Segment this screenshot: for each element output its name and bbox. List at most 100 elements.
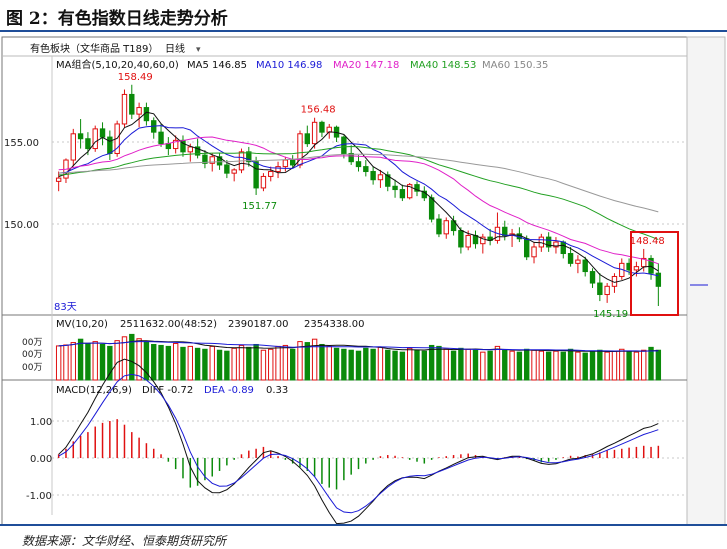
volume-bar [443,348,449,381]
candle-body [158,131,164,145]
price-annotation: 148.48 [630,236,665,247]
ma5-line [58,111,659,283]
volume-bar [70,342,76,381]
volume-series-layer [55,333,662,381]
price-annotation: 145.19 [593,309,628,320]
volume-bar [655,349,662,381]
day-count-label: 83天 [54,302,77,313]
volume-bar [392,350,398,381]
volume-bar [509,350,515,381]
volume-bar [421,350,428,381]
volume-bar [545,351,552,381]
candle-body [604,285,610,296]
volume-bar [253,343,259,381]
volume-bar [597,349,603,381]
candle-body [297,133,303,166]
volume-tick-label: 00万 [22,363,42,373]
volume-legend-ma20: 2354338.00 [304,319,364,330]
volume-bar [641,349,647,381]
candle-body [136,107,142,115]
volume-bar [194,347,201,381]
ma-group-label[interactable]: MA组合(5,10,20,40,60,0) [56,58,179,71]
volume-bar [363,347,369,381]
candle-body [560,241,566,255]
volume-legend-value: 2511632.00(48:52) [120,319,217,330]
volume-bar [619,348,625,381]
candle-body [458,230,464,248]
volume-bar [538,350,545,381]
candle-body [99,128,106,138]
figure-title: 图 2：有色指数日线走势分析 [6,9,228,29]
volume-bar [63,344,69,381]
candle-body [597,282,603,296]
volume-bar [275,345,281,381]
candle-body [392,185,398,191]
volume-bar [268,348,274,381]
volume-bar [487,350,493,381]
candle-body [385,174,391,187]
volume-bar [414,349,420,381]
period-label[interactable]: 日线 [165,42,185,55]
volume-bar [311,338,318,381]
volume-bar [151,343,157,381]
volume-bar [92,341,98,381]
candle-body [545,236,552,248]
candle-body [633,266,640,271]
candle-body [165,143,172,150]
candle-body [107,136,113,154]
volume-bar [158,344,164,381]
candle-body [246,151,252,163]
volume-ma20-line [58,341,659,352]
volume-bar [355,350,362,381]
volume-bar [406,347,413,381]
candle-body [567,253,574,264]
ma60-label: MA60 150.35 [482,60,548,71]
macd-diff-line [58,358,659,525]
volume-bar [282,344,289,381]
ma10-line [58,125,659,277]
candle-body [443,220,449,235]
period-dropdown-icon[interactable]: ▾ [196,45,201,55]
volume-bar [107,345,113,381]
volume-bar [428,344,435,381]
ma20-label: MA20 147.18 [333,60,399,71]
candle-body [187,146,193,153]
volume-bar [436,345,442,381]
data-source-note: 数据来源：文华财经、恒泰期货研究所 [22,534,227,548]
candle-body [480,236,486,245]
volume-bar [589,350,596,381]
volume-bar [348,349,354,381]
candle-body [370,171,376,181]
volume-bar [121,336,128,381]
volume-bar [260,349,267,381]
candle-body [70,133,76,161]
volume-bar [136,338,142,381]
candle-body [436,218,442,235]
price-annotation: 158.49 [118,72,153,83]
ma60-line [58,153,659,213]
volume-bar [385,349,391,381]
volume-bar [304,342,311,381]
volume-bar [216,349,223,381]
volume-legend-ma10: 2390187.00 [228,319,288,330]
volume-bar [370,348,376,381]
volume-bar [531,349,537,381]
candle-body [311,121,318,145]
macd-tick-label: 0.00 [30,454,52,465]
candle-body [538,236,545,248]
volume-bar [202,348,208,381]
candle-body [253,161,259,189]
candle-body [275,166,281,173]
volume-tick-label: 00万 [22,350,42,360]
candle-body [92,128,98,150]
candle-body [406,184,413,199]
footer-rule [0,524,727,526]
candle-body [524,238,530,258]
candle-body [502,226,508,236]
volume-bar [55,345,62,381]
macd-diff-label: DIFF -0.72 [142,385,193,396]
right-sidebar[interactable] [686,36,726,526]
volume-bar [99,343,106,381]
volume-bar [524,348,530,381]
price-series-layer: 158.49 156.48 151.77 145.19 148.48 [55,72,665,320]
